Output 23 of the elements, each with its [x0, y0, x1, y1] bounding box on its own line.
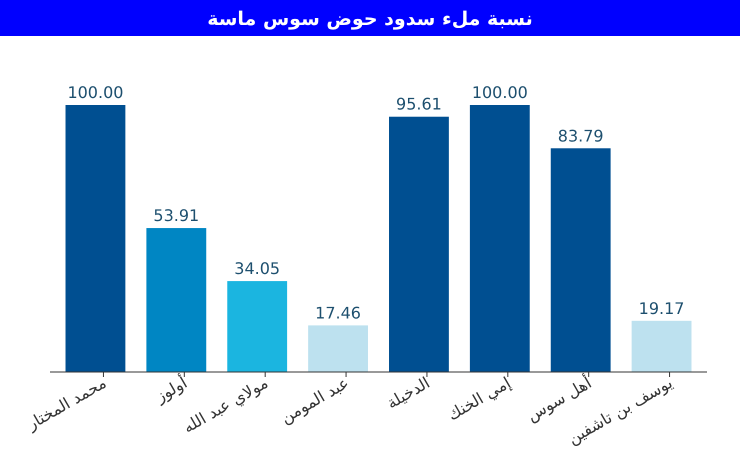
x-tick-label: إمي الخنك	[444, 373, 514, 424]
data-label: 100.00	[472, 83, 528, 102]
data-label: 53.91	[153, 206, 200, 226]
data-label: 95.61	[396, 94, 442, 114]
bar	[146, 228, 206, 372]
bar	[308, 325, 368, 372]
x-tick-label: عبد المومن	[277, 373, 352, 428]
x-tick-label: أولوز	[150, 372, 190, 406]
bar	[389, 116, 449, 372]
x-tick-label: أهل سوس	[522, 372, 595, 426]
x-tick-label: الدخيلة	[383, 373, 433, 413]
bar	[227, 281, 288, 372]
data-label: 17.46	[315, 303, 361, 322]
data-label: 100.00	[67, 83, 124, 102]
bar	[632, 320, 692, 372]
bar	[470, 105, 530, 372]
chart-title: نسبة ملء سدود حوض سوس ماسة	[207, 8, 533, 30]
data-label: 83.79	[558, 126, 604, 146]
x-tick-label: محمد المختار	[22, 373, 110, 434]
bar	[66, 105, 126, 372]
data-label: 19.17	[638, 298, 684, 318]
bar	[550, 148, 611, 372]
data-label: 34.05	[234, 259, 280, 278]
